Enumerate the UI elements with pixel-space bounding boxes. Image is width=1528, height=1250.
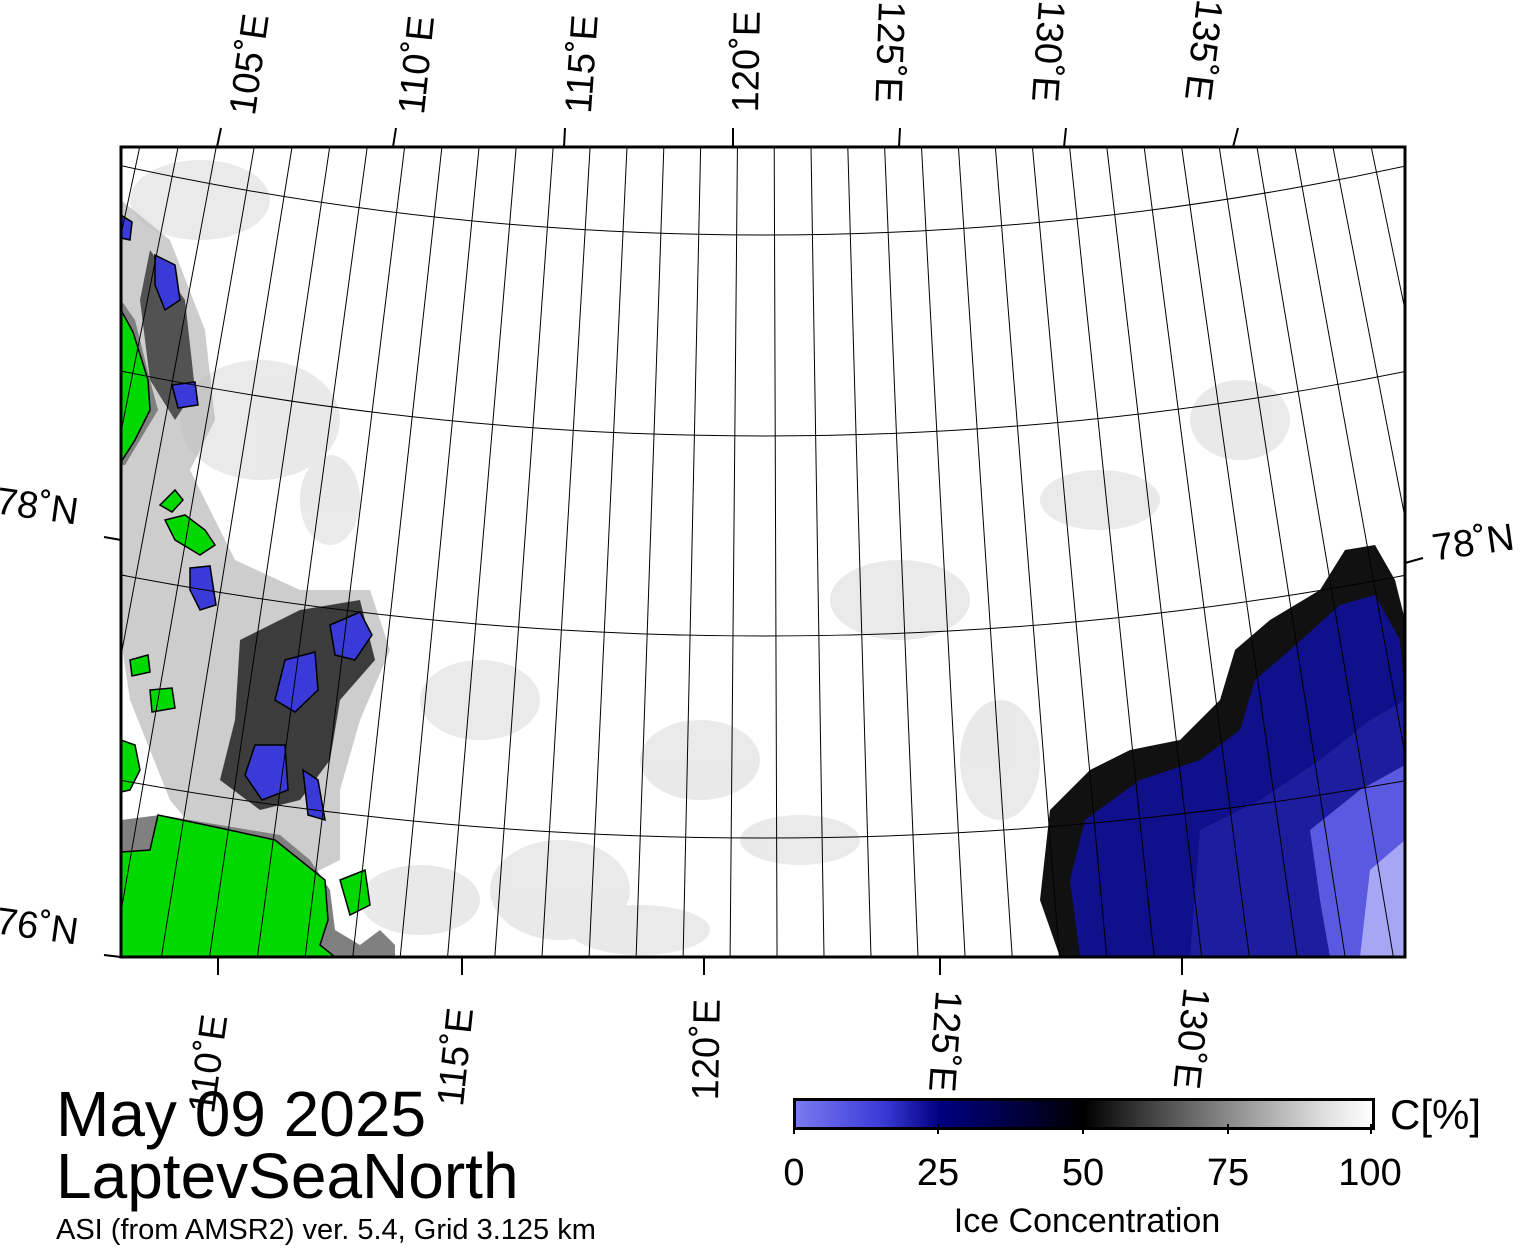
top-lon-label: 130˚E <box>1023 0 1072 104</box>
meridian-line <box>920 147 966 957</box>
colorbar-tick <box>937 1124 939 1134</box>
colorbar-tick-label: 100 <box>1338 1152 1402 1194</box>
frame-tick <box>1063 127 1067 148</box>
frame-tick <box>563 127 566 148</box>
land <box>121 300 395 957</box>
colorbar-tick <box>1227 1124 1229 1134</box>
meridian-line <box>304 147 406 957</box>
meridian-line <box>884 147 919 957</box>
meridian-line <box>810 147 825 957</box>
left-low-concentration <box>121 214 373 822</box>
colorbar-tick <box>1370 1124 1372 1134</box>
meridian-line <box>352 147 443 957</box>
meridian-line <box>208 147 331 957</box>
meridian-line <box>957 147 1013 957</box>
frame-tick <box>392 127 397 148</box>
frame-tick <box>103 954 122 958</box>
map-content <box>0 48 1405 1023</box>
bottom-lon-label: 125˚E <box>920 989 969 1094</box>
meridian-line <box>1218 147 1346 957</box>
graticule <box>0 48 1405 1023</box>
region-name: LaptevSeaNorth <box>56 1140 519 1212</box>
meridian-line <box>121 147 217 659</box>
meridian-line <box>773 147 778 957</box>
colorbar-tick-label: 25 <box>916 1152 960 1194</box>
colorbar-tick-label: 0 <box>783 1152 805 1194</box>
colorbar <box>793 1098 1375 1130</box>
meridian-line <box>121 147 141 238</box>
meridian-line <box>847 147 872 957</box>
meridian-line <box>1181 147 1298 957</box>
bottom-lon-label: 130˚E <box>1164 985 1217 1092</box>
top-lon-label: 110˚E <box>391 13 444 117</box>
frame-tick <box>103 536 122 541</box>
meridian-line <box>1256 147 1394 957</box>
top-lon-label: 115˚E <box>558 13 607 115</box>
meridian-line <box>1031 147 1108 957</box>
frame-tick <box>216 127 222 148</box>
meridian-line <box>1143 147 1250 957</box>
colorbar-tick-label: 50 <box>1061 1152 1105 1194</box>
product-info: ASI (from AMSR2) ver. 5.4, Grid 3.125 km <box>56 1214 596 1246</box>
colorbar-tick <box>793 1124 795 1134</box>
meridian-line <box>1332 147 1405 521</box>
meridian-line <box>682 147 702 957</box>
meridian-line <box>447 147 517 957</box>
meridian-line <box>588 147 628 957</box>
lat-label-left-76: 76˚N <box>0 900 81 954</box>
meridian-line <box>1106 147 1203 957</box>
colorbar-tick-label: 75 <box>1206 1152 1250 1194</box>
meridian-line <box>1370 147 1405 313</box>
meridian-line <box>541 147 591 957</box>
top-lon-label: 120˚E <box>725 10 769 113</box>
meridian-line <box>494 147 554 957</box>
bottom-lon-label: 120˚E <box>685 998 729 1101</box>
meridian-line <box>1069 147 1155 957</box>
meridian-line <box>729 147 738 957</box>
frame-tick <box>898 127 901 148</box>
meridian-line <box>121 147 179 435</box>
meridian-line <box>399 147 480 957</box>
meridian-line <box>121 147 255 915</box>
map-frame <box>119 145 1407 959</box>
colorbar-tick <box>1082 1124 1084 1134</box>
meridian-line <box>0 48 123 1023</box>
colorbar-label: Ice Concentration <box>953 1202 1221 1240</box>
meridian-line <box>160 147 293 957</box>
meridian-line <box>994 147 1060 957</box>
top-lon-label: 125˚E <box>866 0 912 104</box>
bottom-lon-label: 115˚E <box>430 1005 483 1109</box>
lat-label-left-78: 78˚N <box>0 480 81 534</box>
meridian-line <box>635 147 665 957</box>
frame-tick <box>1232 127 1239 148</box>
frame-tick <box>1404 557 1424 564</box>
meridian-line <box>256 147 368 957</box>
map-date: May 09 2025 <box>56 1078 427 1150</box>
colorbar-unit: C[%] <box>1390 1091 1482 1138</box>
meridian-line <box>1294 147 1405 758</box>
frame-ticks <box>103 127 1424 975</box>
